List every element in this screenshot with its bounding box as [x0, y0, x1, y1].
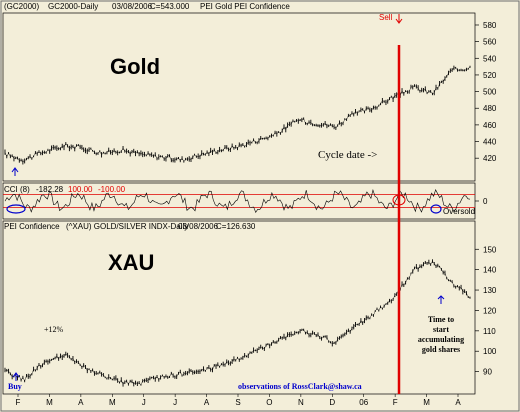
month-label: M: [423, 398, 430, 407]
xau-header-close: C=126.630: [216, 222, 256, 231]
month-label: M: [46, 398, 53, 407]
gold-buy-arrow-icon: [11, 167, 19, 176]
plus12-label: +12%: [44, 325, 64, 334]
month-label: F: [393, 398, 398, 407]
xau-y-tick-label: 150: [483, 245, 497, 254]
gold-y-tick-label: 540: [483, 54, 497, 63]
xau-y-tick-label: 120: [483, 306, 497, 315]
xau-header-series: (^XAU) GOLD/SILVER INDX-Daily: [66, 222, 188, 231]
cci-header-label: CCI (8): [4, 185, 30, 194]
time-note-line1: Time to: [428, 315, 454, 324]
gold-header-date: 03/08/2006: [112, 2, 153, 11]
cci-y-axis: 0: [475, 197, 488, 206]
xau-header-label: PEI Confidence: [4, 222, 60, 231]
month-label: N: [298, 398, 304, 407]
cci-header-lower: -100.00: [98, 185, 126, 194]
xau-y-tick-label: 140: [483, 266, 497, 275]
gold-y-axis: 420 440 460 480 500 520 540 560 580: [475, 21, 497, 163]
time-arrow-icon: [437, 295, 445, 304]
xau-y-tick-label: 100: [483, 347, 497, 356]
time-note-line3: accumulating: [418, 335, 464, 344]
xau-header-date: 03/08/2006: [178, 222, 219, 231]
cci-series: [3, 189, 475, 214]
xau-y-tick-label: 130: [483, 286, 497, 295]
gold-y-tick-label: 460: [483, 121, 497, 130]
time-note-line4: gold shares: [422, 345, 460, 354]
gold-header-extra: PEI Gold PEI Confidence: [200, 2, 290, 11]
xau-y-axis: 90 100 110 120 130 140 150: [475, 245, 497, 377]
cci-low-marker-left: [6, 204, 26, 214]
cycle-date-label: Cycle date ->: [318, 149, 377, 161]
xau-panel: [2, 220, 476, 395]
month-label: J: [173, 398, 177, 407]
xau-series: [4, 259, 471, 387]
time-note-line2: start: [433, 325, 449, 334]
gold-title: Gold: [110, 54, 160, 79]
xau-y-tick-label: 110: [483, 327, 496, 336]
month-label: S: [235, 398, 240, 407]
observations-credit: observations of RossClark@shaw.ca: [238, 382, 362, 391]
xau-price-line: [4, 260, 471, 386]
xau-title: XAU: [108, 250, 154, 275]
cci-header-value: -182.28: [36, 185, 64, 194]
month-label: O: [266, 398, 272, 407]
cci-header-upper: 100.00: [68, 185, 93, 194]
month-label: A: [78, 398, 84, 407]
gold-header-series: GC2000-Daily: [48, 2, 98, 11]
gold-header-close: C=543.000: [150, 2, 190, 11]
gold-y-tick-label: 520: [483, 71, 497, 80]
gold-series: [4, 65, 471, 165]
gold-panel: [2, 12, 476, 182]
month-label: D: [329, 398, 335, 407]
gold-y-tick-label: 420: [483, 154, 497, 163]
month-label: F: [16, 398, 21, 407]
gold-y-tick-label: 440: [483, 138, 497, 147]
gold-price-line: [4, 66, 471, 163]
cci-high-marker: [392, 194, 406, 206]
cci-y-tick-label: 0: [483, 197, 488, 206]
cci-line: [4, 189, 471, 214]
buy-label: Buy: [8, 382, 22, 391]
xau-buy-arrow-icon: [12, 372, 20, 381]
month-label: M: [109, 398, 116, 407]
xau-y-tick-label: 90: [483, 368, 492, 377]
gold-header-symbol: (GC2000): [4, 2, 39, 11]
gold-y-tick-label: 480: [483, 104, 497, 113]
month-label: 06: [359, 398, 368, 407]
gold-y-tick-label: 580: [483, 21, 497, 30]
cci-low-marker-right: [430, 204, 442, 214]
x-axis-months: F M A M J J A S O N D 06 F M A: [16, 394, 461, 407]
month-label: A: [455, 398, 461, 407]
month-label: J: [142, 398, 146, 407]
sell-label: Sell: [379, 13, 393, 22]
month-label: A: [204, 398, 210, 407]
gold-y-tick-label: 560: [483, 38, 497, 47]
oversold-label: Oversold: [443, 207, 475, 216]
gold-y-tick-label: 500: [483, 88, 497, 97]
sell-arrow-icon: [395, 14, 403, 24]
